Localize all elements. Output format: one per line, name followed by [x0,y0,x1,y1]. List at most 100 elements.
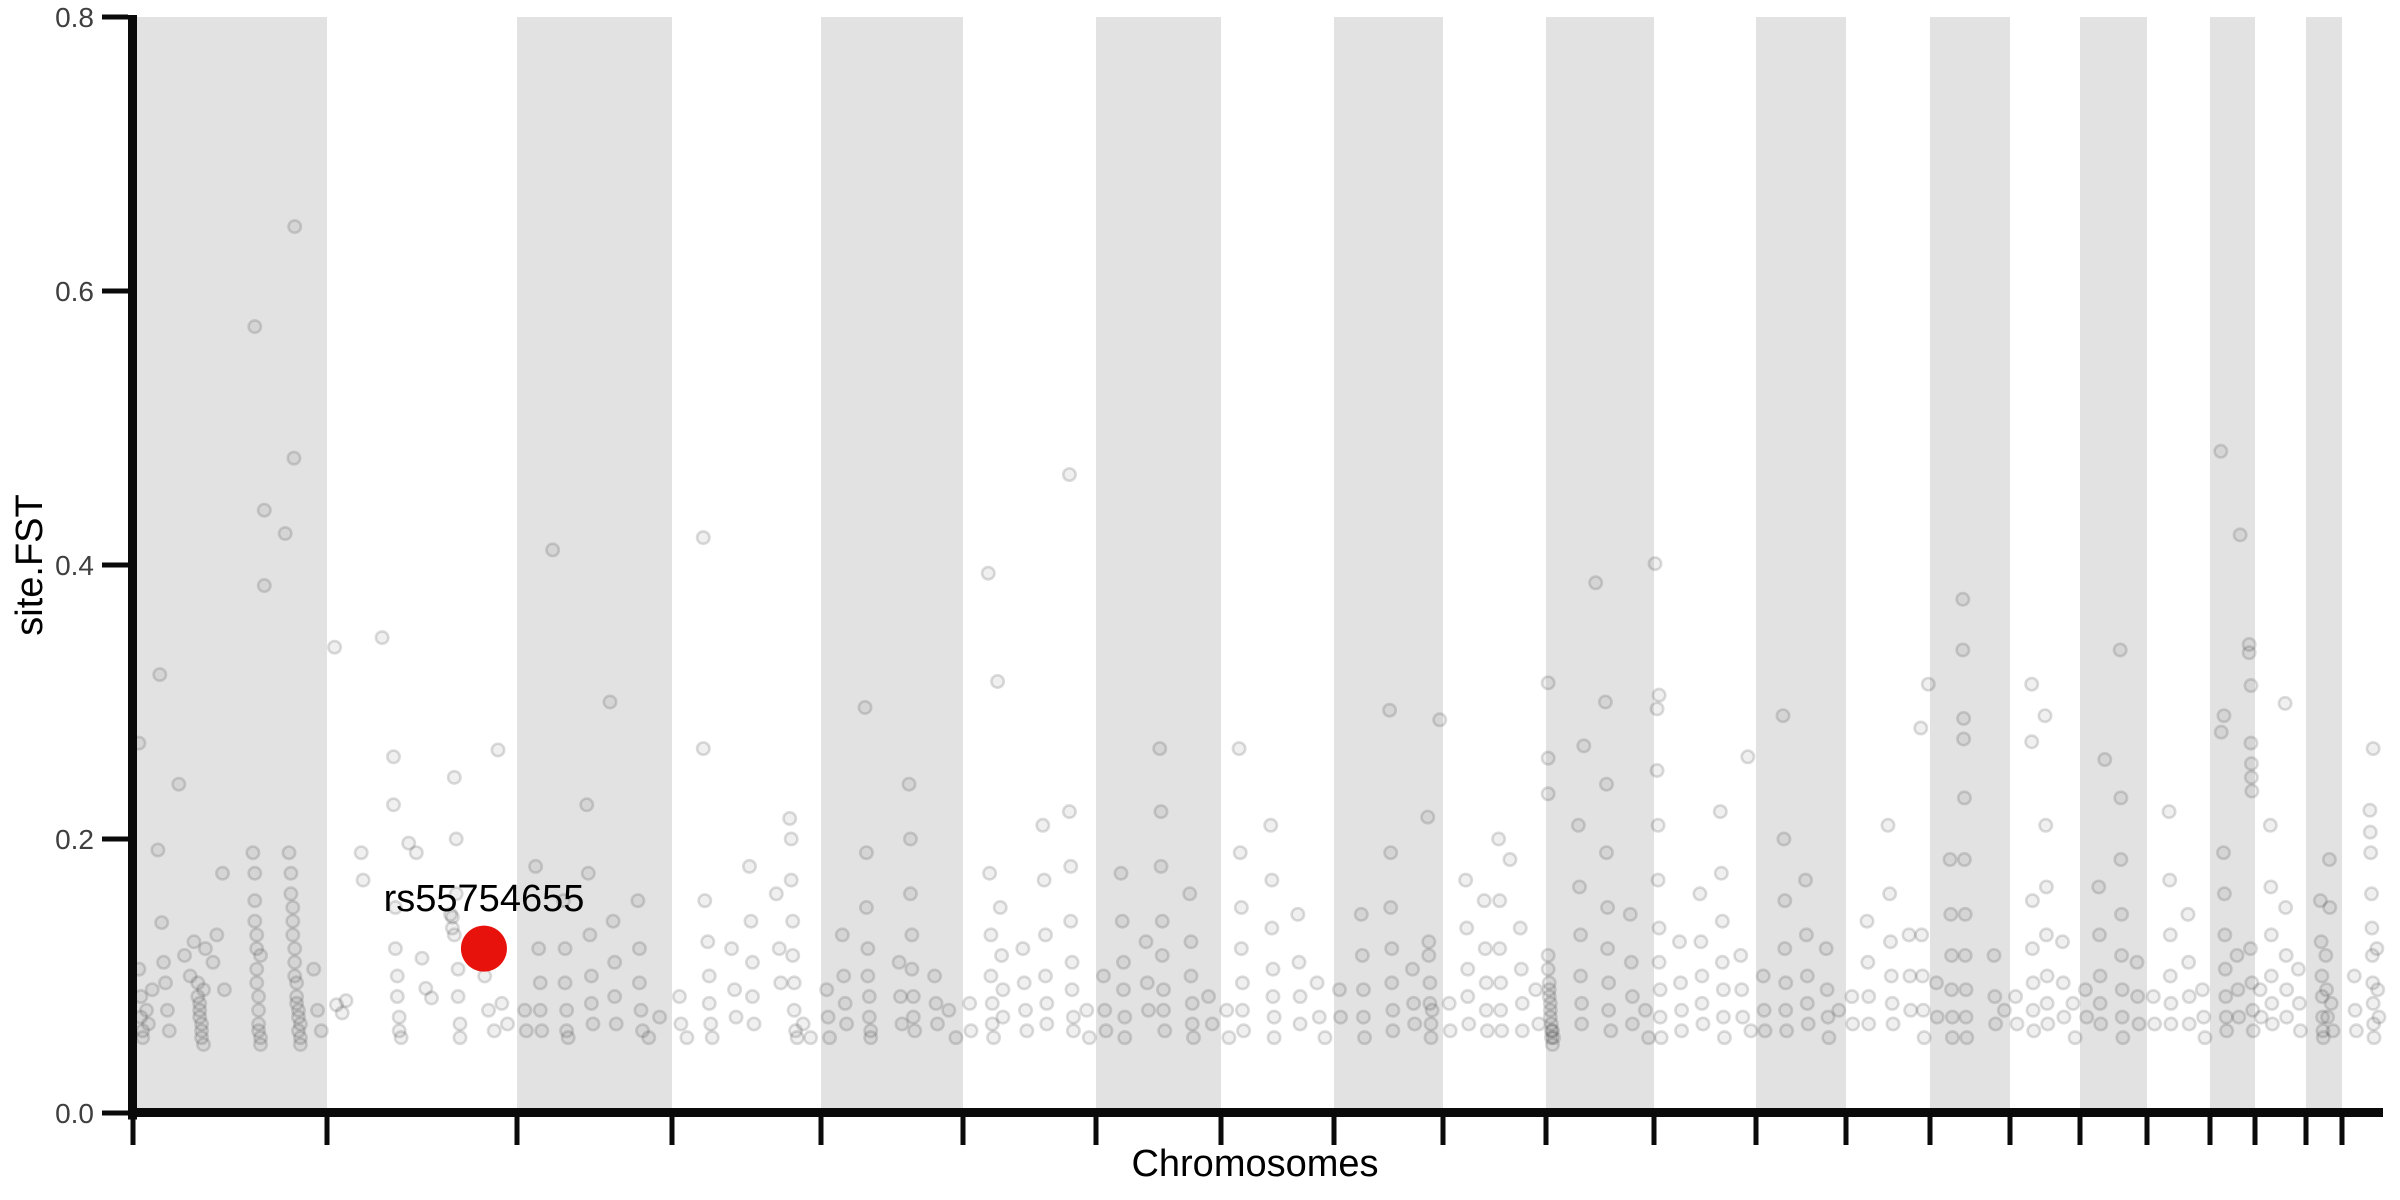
snp-point [1355,982,1371,998]
snp-point [1385,1023,1401,1039]
snp-point [499,1016,515,1032]
snp-point [1420,809,1436,825]
snp-point [2163,995,2179,1011]
snp-point [177,947,193,963]
snp-point [2219,1023,2235,1039]
snp-point [2263,968,2279,984]
highlight-snp-point [460,925,507,972]
snp-point [1441,995,1457,1011]
snp-point [1861,1016,1877,1032]
y-tick-label: 0.2 [55,824,94,855]
snp-point [695,741,711,757]
chromosome-band-9 [1334,17,1443,1108]
snp-point [1385,1002,1401,1018]
snp-point [1957,906,1973,922]
snp-point [607,954,623,970]
snp-point [2038,817,2054,833]
snp-point [450,961,466,977]
snp-point [190,989,206,1005]
snp-point [1493,975,1509,991]
snp-point [1494,1023,1510,1039]
snp-point [785,913,801,929]
snp-point [1019,1023,1035,1039]
snp-point [1460,989,1476,1005]
snp-point [1776,831,1792,847]
snp-point [2231,1009,2247,1025]
snp-point [1714,913,1730,929]
snp-point [2129,954,2145,970]
snp-point [789,1030,805,1046]
snp-point [2065,995,2081,1011]
snp-point [2314,968,2330,984]
snp-point [1154,913,1170,929]
snp-point [2366,1030,2382,1046]
snp-point [1064,954,1080,970]
snp-point [2162,927,2178,943]
snp-point [703,1016,719,1032]
snp-point [1234,1002,1250,1018]
snp-point [1637,1002,1653,1018]
snp-point [1221,1030,1237,1046]
snp-point [741,858,757,874]
snp-point [1384,941,1400,957]
snp-point [583,968,599,984]
snp-point [287,968,303,984]
snp-point [1600,941,1616,957]
snp-point [2216,708,2232,724]
snp-point [1231,741,1247,757]
snp-point [444,920,460,936]
snp-point [1799,995,1815,1011]
snp-point [1778,975,1794,991]
snp-point [1755,968,1771,984]
snp-point [1382,702,1398,718]
chromosome-band-1 [137,17,327,1108]
snp-point [309,1002,325,1018]
snp-point [2194,982,2210,998]
snp-point [1153,858,1169,874]
snp-point [1061,467,1077,483]
snp-point [580,865,596,881]
snp-point [1039,995,1055,1011]
snp-point [2364,947,2380,963]
snp-point [1540,675,1556,691]
snp-point [1777,941,1793,957]
snp-point [1514,995,1530,1011]
snp-point [1333,1009,1349,1025]
snp-point [1528,982,1544,998]
snp-point [1944,947,1960,963]
snp-point [490,742,506,758]
snp-point [517,1002,533,1018]
snp-point [605,913,621,929]
snp-point [1819,982,1835,998]
snp-point [1651,954,1667,970]
snp-point [290,1002,306,1018]
snp-point [724,941,740,957]
snp-point [1266,1030,1282,1046]
snp-point [788,1023,804,1039]
snp-point [1844,989,1860,1005]
snp-point [1622,906,1638,922]
snp-point [941,1002,957,1018]
snp-point [448,831,464,847]
snp-point [1920,676,1936,692]
snp-point [1778,1002,1794,1018]
snp-point [2315,1023,2331,1039]
x-tick [2339,1117,2345,1145]
snp-point [1116,954,1132,970]
snp-point [2232,527,2248,543]
snp-point [2114,906,2130,922]
x-axis-title: Chromosomes [1131,1143,1378,1185]
snp-point [494,995,510,1011]
snp-point [391,1023,407,1039]
snp-point [2218,989,2234,1005]
snp-point [192,995,208,1011]
snp-point [452,1030,468,1046]
snp-point [2241,636,2257,652]
snp-point [251,1016,267,1032]
snp-point [1542,1002,1558,1018]
snp-point [633,1002,649,1018]
snp-point [1775,708,1791,724]
snp-point [446,769,462,785]
snp-point [1383,899,1399,915]
snp-point [1882,886,1898,902]
